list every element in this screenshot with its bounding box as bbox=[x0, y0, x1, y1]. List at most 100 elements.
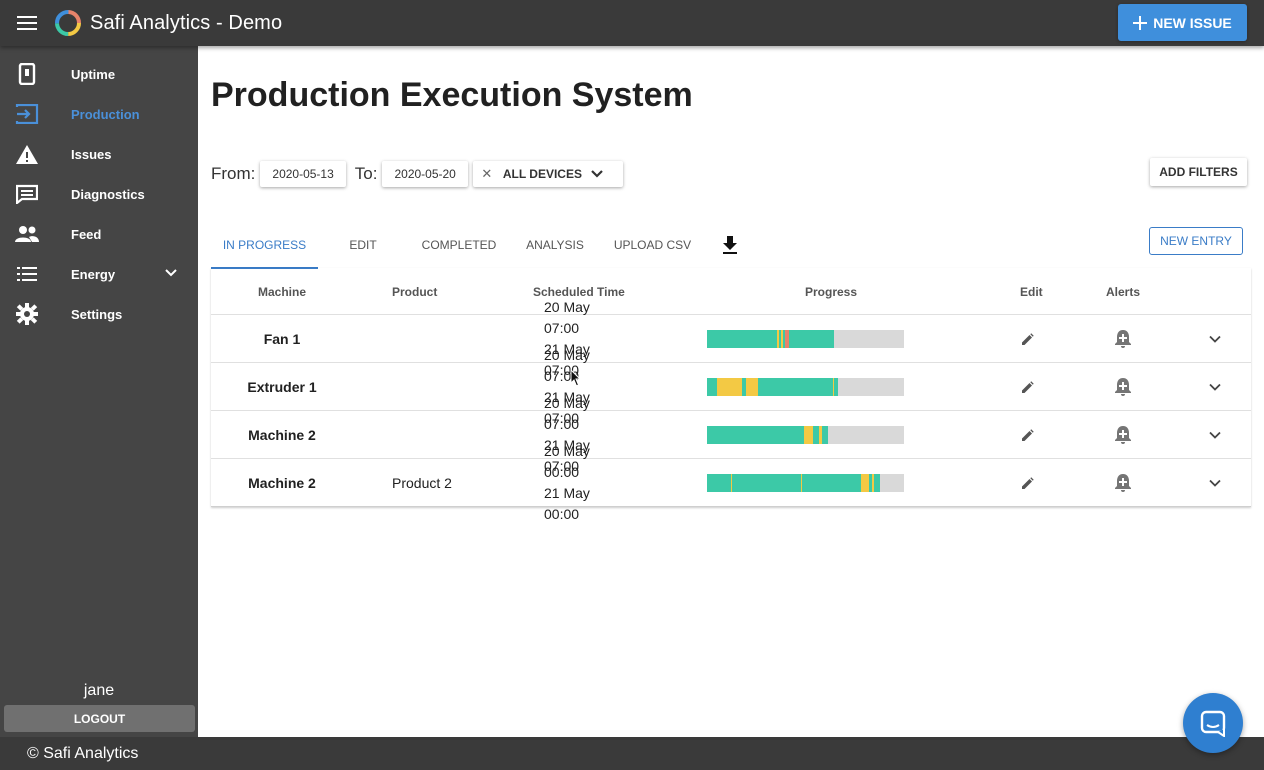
new-entry-button[interactable]: NEW ENTRY bbox=[1149, 227, 1243, 255]
progress-segment bbox=[782, 330, 785, 348]
header-product[interactable]: Product bbox=[392, 284, 438, 299]
app-title: Safi Analytics - Demo bbox=[90, 11, 283, 34]
sidebar-item-label: Uptime bbox=[71, 66, 116, 82]
header-edit: Edit bbox=[1020, 284, 1043, 299]
to-date-field[interactable]: 2020-05-20 bbox=[382, 161, 468, 187]
from-date-field[interactable]: 2020-05-13 bbox=[260, 161, 346, 187]
add-alert-icon[interactable] bbox=[1111, 411, 1135, 459]
scheduled-start: 20 May 07:00 bbox=[544, 299, 590, 336]
sidebar-item-uptime[interactable]: Uptime bbox=[0, 54, 198, 94]
tab-bar: IN PROGRESS EDIT COMPLETED ANALYSIS UPLO… bbox=[211, 222, 741, 269]
scheduled-end: 21 May 07:00 bbox=[544, 437, 590, 474]
chat-button[interactable] bbox=[1183, 693, 1243, 753]
expand-row-icon[interactable] bbox=[1205, 363, 1225, 411]
table-row[interactable]: Fan 1 20 May 07:00 21 May 07:00 bbox=[211, 299, 1251, 378]
progress-segment bbox=[746, 378, 759, 396]
tab-upload-csv[interactable]: UPLOAD CSV bbox=[613, 238, 692, 252]
progress-segment bbox=[813, 426, 820, 444]
menu-icon[interactable] bbox=[0, 0, 54, 46]
sidebar-item-issues[interactable]: Issues bbox=[0, 134, 198, 174]
sidebar-item-label: Issues bbox=[71, 146, 112, 162]
add-alert-icon[interactable] bbox=[1111, 363, 1135, 411]
progress-segment bbox=[789, 378, 834, 396]
sidebar-item-energy[interactable]: Energy bbox=[0, 254, 198, 294]
progress-segment bbox=[707, 474, 731, 492]
progress-segment bbox=[758, 378, 790, 396]
progress-segment bbox=[707, 426, 804, 444]
progress-bar bbox=[707, 378, 904, 396]
header-scheduled-time[interactable]: Scheduled Time bbox=[533, 284, 625, 299]
scheduled-end: 21 May 07:00 bbox=[544, 341, 590, 378]
progress-segment bbox=[784, 330, 789, 348]
progress-segment bbox=[822, 426, 829, 444]
list-icon bbox=[0, 266, 54, 282]
table-row[interactable]: Machine 2 Product 2 20 May 00:00 21 May 00:… bbox=[211, 443, 1251, 522]
progress-segment bbox=[778, 330, 781, 348]
add-filters-button[interactable]: ADD FILTERS bbox=[1150, 158, 1247, 186]
sidebar-item-feed[interactable]: Feed bbox=[0, 214, 198, 254]
edit-icon[interactable] bbox=[1017, 315, 1037, 363]
progress-bar bbox=[707, 426, 904, 444]
edit-icon[interactable] bbox=[1017, 363, 1037, 411]
input-arrow-icon bbox=[0, 104, 54, 124]
edit-icon[interactable] bbox=[1017, 459, 1037, 507]
progress-segment bbox=[776, 330, 779, 348]
progress-segment bbox=[874, 474, 881, 492]
product-name: Product 2 bbox=[392, 475, 452, 491]
sidebar-item-diagnostics[interactable]: Diagnostics bbox=[0, 174, 198, 214]
machine-name: Machine 2 bbox=[248, 427, 316, 443]
machine-name: Fan 1 bbox=[263, 331, 301, 347]
progress-segment bbox=[872, 474, 875, 492]
tab-analysis[interactable]: ANALYSIS bbox=[526, 238, 584, 252]
scheduled-start: 20 May 07:00 bbox=[544, 395, 590, 432]
expand-row-icon[interactable] bbox=[1205, 459, 1225, 507]
progress-segment bbox=[860, 474, 869, 492]
chevron-down-icon[interactable] bbox=[164, 266, 178, 285]
header-machine[interactable]: Machine bbox=[257, 284, 306, 299]
add-alert-icon[interactable] bbox=[1111, 315, 1135, 363]
new-issue-button[interactable]: NEW ISSUE bbox=[1118, 4, 1247, 41]
progress-cell bbox=[707, 315, 904, 363]
sidebar-item-label: Production bbox=[71, 106, 140, 122]
sidebar-item-label: Energy bbox=[71, 266, 116, 282]
expand-row-icon[interactable] bbox=[1205, 411, 1225, 459]
download-icon[interactable] bbox=[719, 236, 741, 254]
sidebar: Uptime Production Issues Diagnostics Fee… bbox=[0, 46, 198, 737]
sidebar-item-label: Diagnostics bbox=[71, 186, 145, 202]
sidebar-item-settings[interactable]: Settings bbox=[0, 294, 198, 334]
tab-edit[interactable]: EDIT bbox=[349, 238, 377, 252]
progress-segment bbox=[868, 474, 873, 492]
table-header: Machine Product Scheduled Time Progress … bbox=[211, 268, 1251, 315]
tab-in-progress[interactable]: IN PROGRESS bbox=[211, 222, 318, 269]
gear-icon bbox=[0, 303, 54, 325]
device-select[interactable]: ✕ ALL DEVICES bbox=[472, 161, 623, 187]
edit-icon[interactable] bbox=[1017, 411, 1037, 459]
chat-icon bbox=[1200, 710, 1226, 737]
table-row[interactable]: Machine 2 20 May 07:00 21 May 07:00 bbox=[211, 395, 1251, 474]
scheduled-time: 20 May 07:00 21 May 07:00 bbox=[544, 347, 628, 426]
sidebar-item-production[interactable]: Production bbox=[0, 94, 198, 134]
message-icon bbox=[0, 184, 54, 204]
expand-row-icon[interactable] bbox=[1205, 315, 1225, 363]
header-progress[interactable]: Progress bbox=[805, 284, 858, 299]
logout-button[interactable]: LOGOUT bbox=[4, 705, 195, 732]
add-alert-icon[interactable] bbox=[1111, 459, 1135, 507]
page-title: Production Execution System bbox=[211, 76, 693, 114]
from-label: From: bbox=[211, 164, 256, 183]
progress-segment bbox=[742, 378, 747, 396]
progress-segment bbox=[707, 330, 777, 348]
table-row[interactable]: Extruder 1 20 May 07:00 21 May 07:00 bbox=[211, 347, 1251, 426]
product-name bbox=[392, 411, 512, 459]
device-select-value: ALL DEVICES bbox=[502, 167, 582, 181]
top-app-bar: Safi Analytics - Demo NEW ISSUE bbox=[0, 0, 1264, 46]
product-name bbox=[392, 315, 512, 363]
header-alerts: Alerts bbox=[1106, 284, 1141, 299]
safi-logo-icon bbox=[55, 10, 81, 36]
close-icon[interactable]: ✕ bbox=[481, 166, 493, 181]
plus-icon bbox=[1133, 15, 1148, 30]
production-table: Machine Product Scheduled Time Progress … bbox=[211, 268, 1251, 522]
scheduled-end: 21 May 00:00 bbox=[544, 485, 590, 522]
progress-segment bbox=[819, 426, 823, 444]
tab-completed[interactable]: COMPLETED bbox=[421, 238, 497, 252]
sidebar-item-label: Settings bbox=[71, 306, 123, 322]
